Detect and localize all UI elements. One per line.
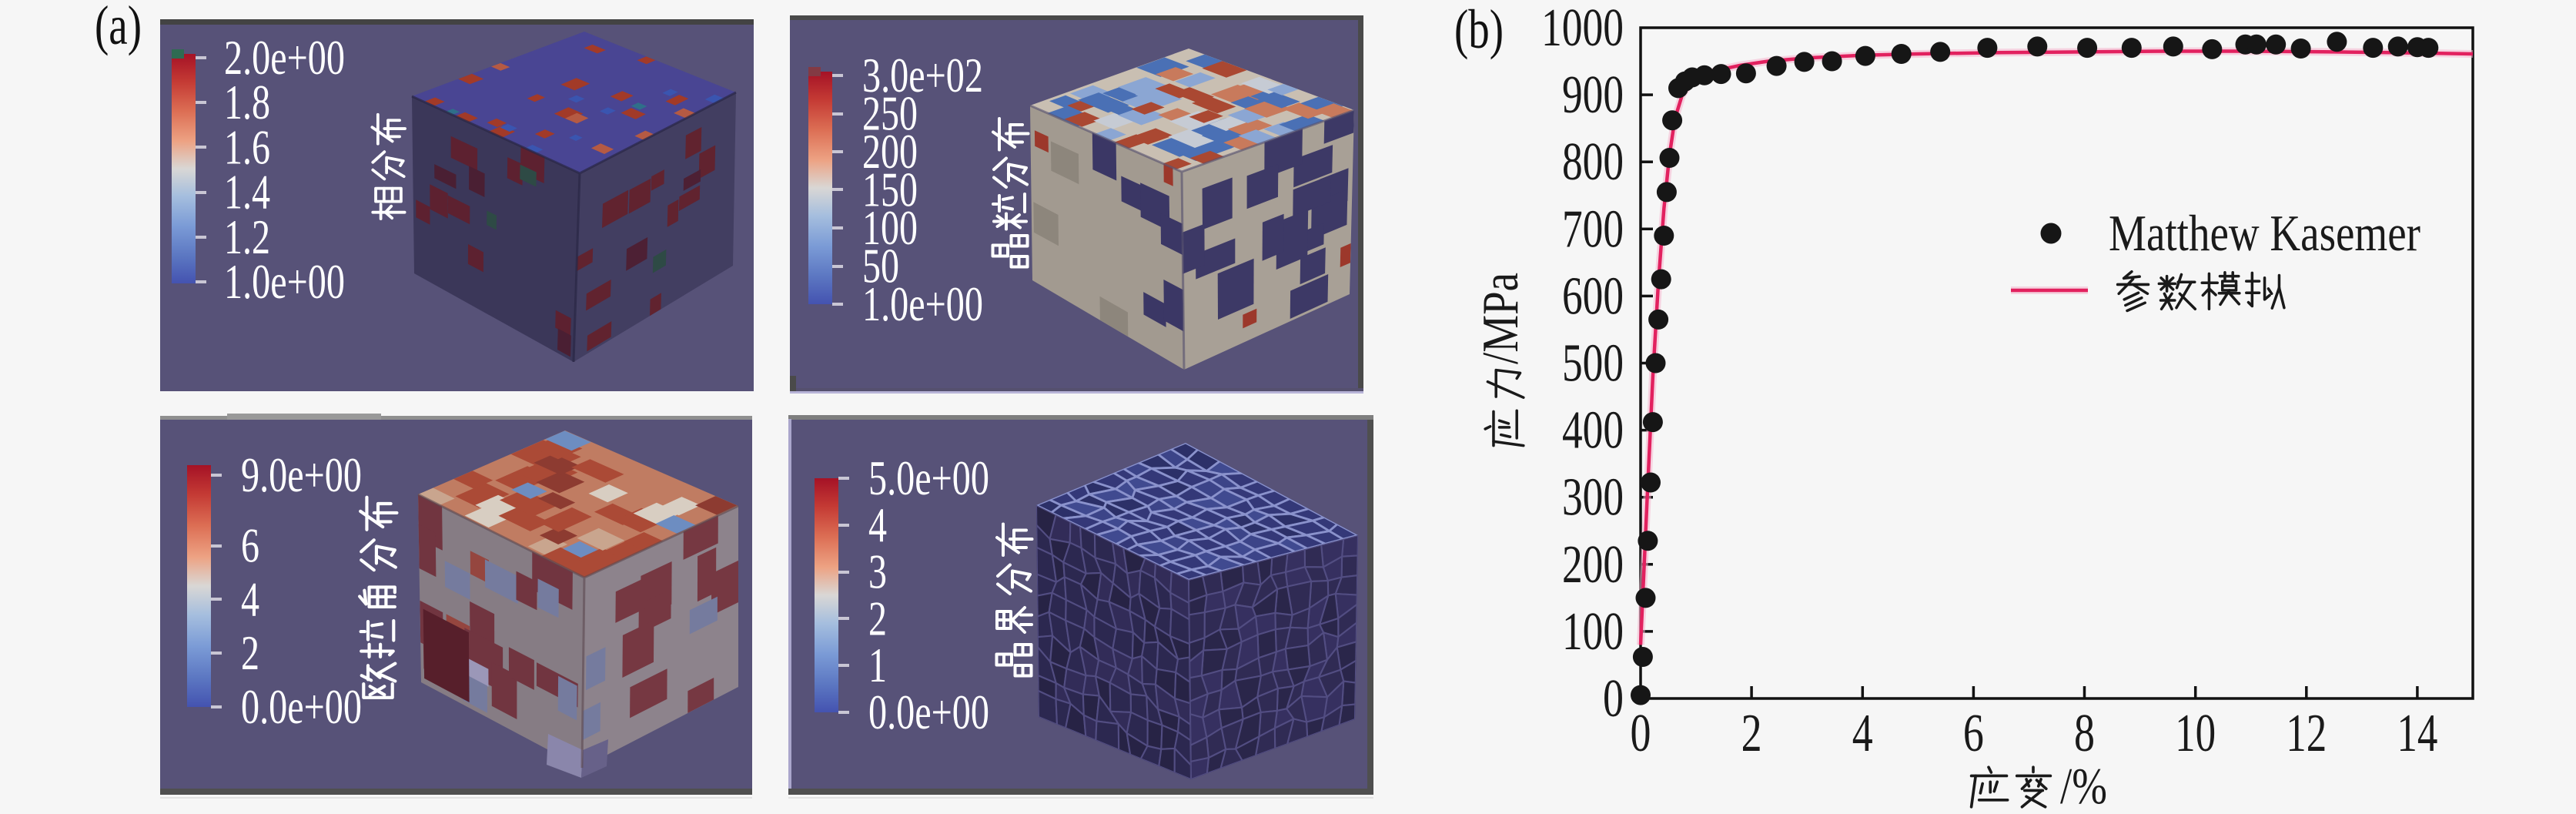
svg-text:1.0e+00: 1.0e+00 bbox=[224, 255, 345, 309]
svg-text:900: 900 bbox=[1562, 65, 1624, 125]
svg-text:5.0e+00: 5.0e+00 bbox=[868, 451, 989, 505]
svg-text:50: 50 bbox=[862, 240, 899, 293]
svg-text:Matthew Kasemer: Matthew Kasemer bbox=[2109, 206, 2420, 262]
svg-text:2: 2 bbox=[241, 626, 259, 680]
svg-text:8: 8 bbox=[2074, 704, 2095, 763]
svg-text:/%: /% bbox=[2060, 759, 2107, 814]
svg-text:3.0e+02: 3.0e+02 bbox=[862, 49, 983, 102]
svg-text:2: 2 bbox=[1741, 704, 1762, 763]
svg-text:100: 100 bbox=[862, 201, 918, 255]
svg-text:1.2: 1.2 bbox=[224, 210, 270, 264]
svg-text:(a): (a) bbox=[95, 0, 142, 56]
svg-text:600: 600 bbox=[1562, 266, 1624, 326]
svg-text:400: 400 bbox=[1562, 401, 1624, 461]
svg-text:6: 6 bbox=[1963, 704, 1984, 763]
svg-text:2: 2 bbox=[868, 591, 887, 645]
svg-text:12: 12 bbox=[2286, 704, 2327, 763]
svg-text:200: 200 bbox=[1562, 535, 1624, 595]
svg-text:9.0e+00: 9.0e+00 bbox=[241, 448, 362, 502]
svg-text:1.8: 1.8 bbox=[224, 75, 270, 129]
svg-text:2.0e+00: 2.0e+00 bbox=[224, 31, 345, 85]
svg-text:14: 14 bbox=[2397, 704, 2437, 763]
svg-text:0.0e+00: 0.0e+00 bbox=[241, 680, 362, 734]
svg-text:6: 6 bbox=[241, 519, 259, 573]
svg-text:0: 0 bbox=[1631, 704, 1651, 763]
svg-text:4: 4 bbox=[241, 572, 259, 626]
svg-text:800: 800 bbox=[1562, 132, 1624, 192]
svg-text:1.4: 1.4 bbox=[224, 166, 270, 219]
svg-text:1.6: 1.6 bbox=[224, 120, 270, 174]
svg-text:4: 4 bbox=[1852, 704, 1873, 763]
svg-text:0: 0 bbox=[1603, 669, 1624, 729]
svg-text:10: 10 bbox=[2175, 704, 2216, 763]
svg-text:700: 700 bbox=[1562, 199, 1624, 259]
svg-text:300: 300 bbox=[1562, 468, 1624, 528]
svg-text:0.0e+00: 0.0e+00 bbox=[868, 685, 989, 739]
svg-text:1: 1 bbox=[868, 638, 887, 692]
svg-text:3: 3 bbox=[868, 545, 887, 599]
svg-text:(b): (b) bbox=[1454, 0, 1504, 60]
svg-text:/MPa: /MPa bbox=[1473, 273, 1529, 364]
svg-text:500: 500 bbox=[1562, 334, 1624, 394]
svg-text:4: 4 bbox=[868, 498, 887, 552]
svg-text:100: 100 bbox=[1562, 602, 1624, 662]
svg-text:250: 250 bbox=[862, 87, 918, 141]
svg-text:200: 200 bbox=[862, 125, 918, 179]
svg-text:150: 150 bbox=[862, 163, 918, 217]
svg-text:1.0e+00: 1.0e+00 bbox=[862, 277, 983, 331]
svg-text:1000: 1000 bbox=[1541, 0, 1624, 58]
